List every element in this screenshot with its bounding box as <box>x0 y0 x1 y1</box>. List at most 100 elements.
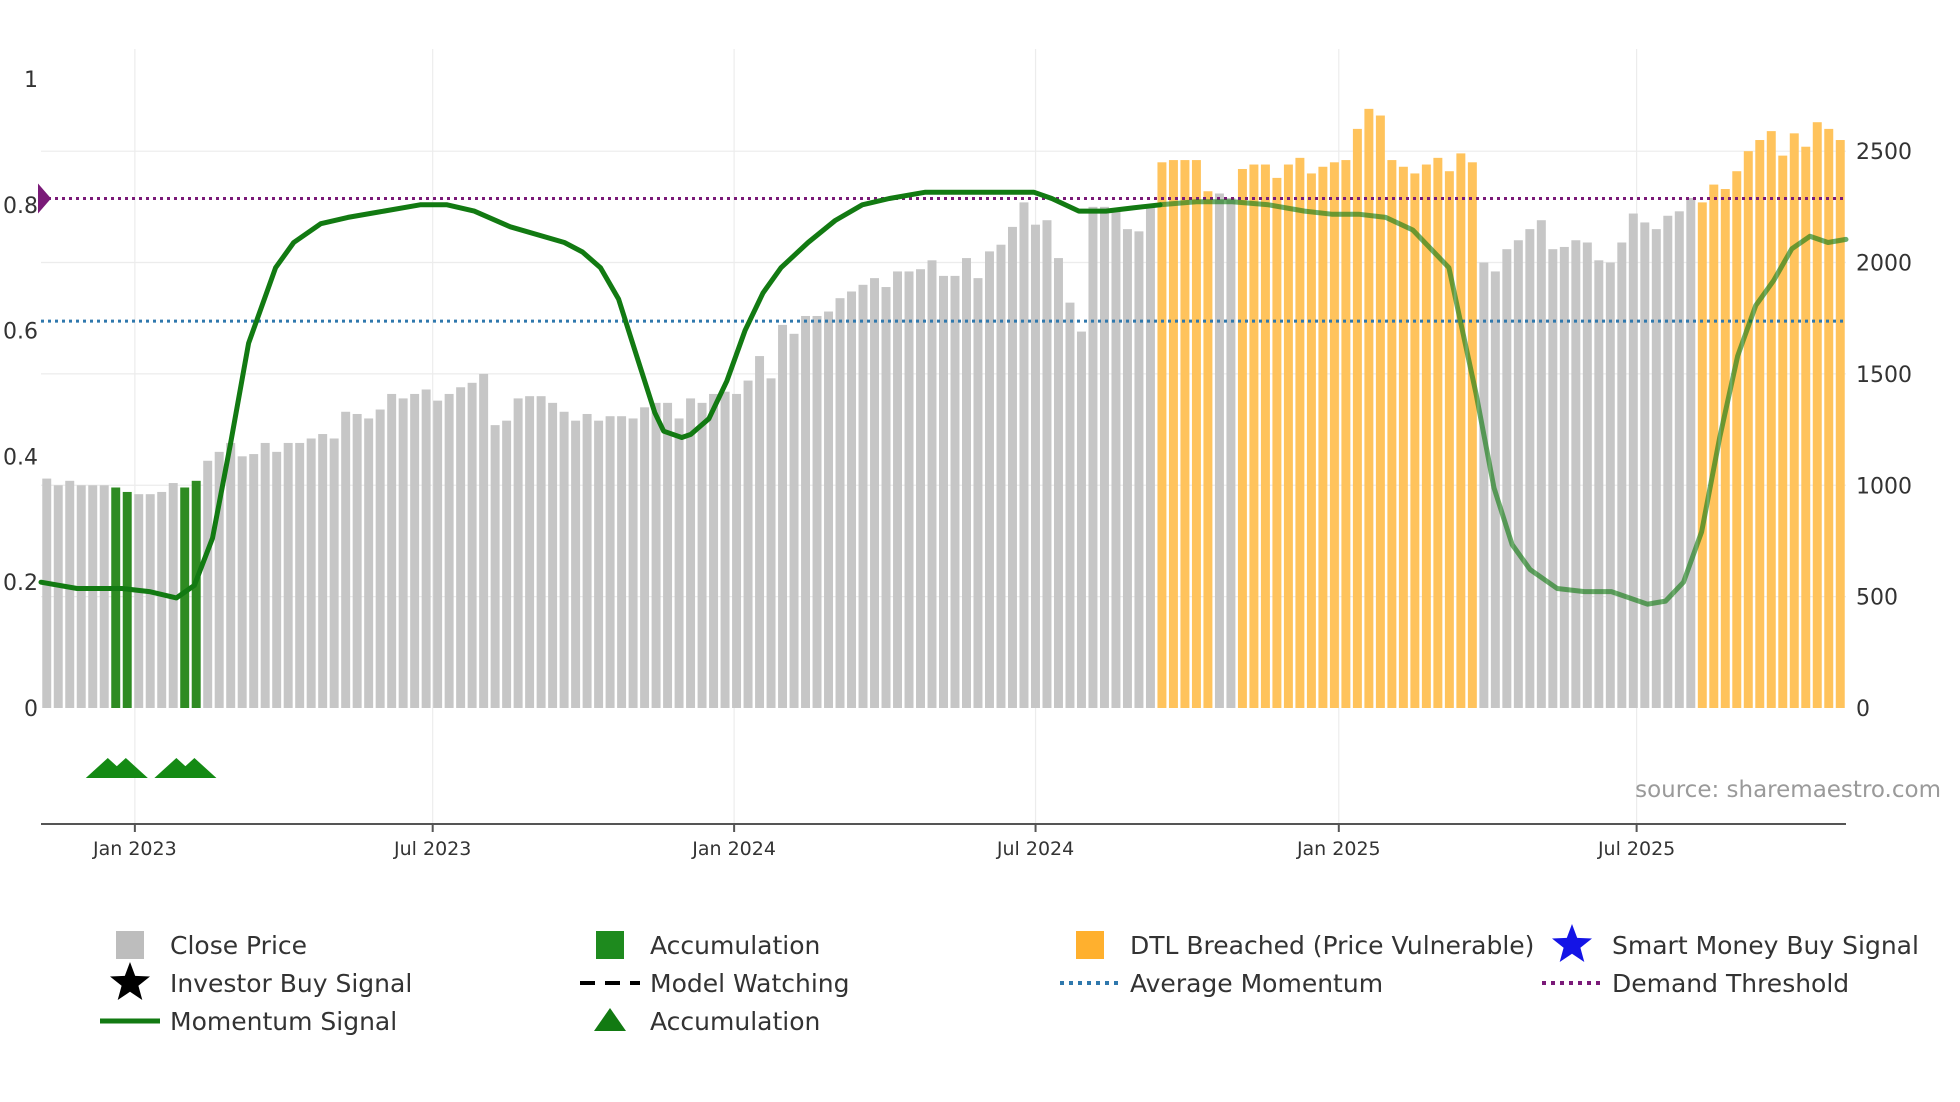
close-price-bar <box>1387 160 1397 708</box>
left-axis-tick-label: 0.2 <box>3 571 38 596</box>
close-price-bar <box>1674 211 1684 708</box>
close-price-bar <box>1651 229 1661 708</box>
close-price-bar <box>617 416 627 708</box>
left-axis-tick-label: 0.8 <box>3 194 38 219</box>
close-price-bar <box>1640 222 1650 709</box>
right-axis-tick-label: 500 <box>1856 586 1898 611</box>
close-price-bar <box>1467 162 1477 708</box>
close-price-bar <box>479 373 489 708</box>
close-price-bar <box>1571 240 1581 708</box>
close-price-bar <box>858 284 868 708</box>
legend-label: Accumulation <box>650 1007 820 1036</box>
close-price-bar <box>594 420 604 708</box>
left-axis-tick-label: 0 <box>24 697 38 722</box>
close-price-bar <box>410 393 420 708</box>
close-price-bar <box>364 418 374 708</box>
close-price-bar <box>1076 331 1086 708</box>
close-price-bar <box>1410 173 1420 708</box>
close-price-bar <box>1341 160 1351 708</box>
legend-label: Close Price <box>170 931 307 960</box>
close-price-bar <box>444 393 454 708</box>
close-price-bar <box>398 398 408 708</box>
close-price-bar <box>720 391 730 708</box>
legend-label: Demand Threshold <box>1612 969 1849 998</box>
close-price-bar <box>640 407 650 708</box>
close-price-bar <box>1686 197 1696 708</box>
momentum-signal-line-muted <box>1157 199 1849 607</box>
close-price-bar <box>490 425 500 708</box>
close-price-bar <box>651 402 661 708</box>
close-price-bar <box>985 251 994 709</box>
x-axis-tick-label: Jan 2025 <box>1296 838 1381 860</box>
close-price-bar <box>1628 213 1638 708</box>
close-price-bar <box>1214 193 1224 709</box>
close-price-bar <box>893 271 902 708</box>
close-price-bar <box>582 413 592 708</box>
close-price-bar <box>1398 166 1408 708</box>
close-price-bar <box>1283 164 1293 709</box>
x-axis-tick-label: Jul 2023 <box>393 838 471 860</box>
close-price-bar <box>421 389 431 708</box>
close-price-bar <box>42 478 52 708</box>
close-price-bar <box>341 411 351 708</box>
close-price-bar <box>1594 260 1604 708</box>
left-axis-tick-label: 0.6 <box>3 320 38 345</box>
close-price-bar <box>65 480 75 708</box>
close-price-bar <box>1157 162 1167 708</box>
close-price-bar <box>1525 229 1535 708</box>
close-price-bar <box>1065 302 1075 708</box>
close-price-bar <box>1099 206 1109 708</box>
close-price-bar <box>548 402 558 708</box>
close-price-bar <box>134 494 144 708</box>
close-price-bar <box>1801 146 1811 708</box>
close-price-bar <box>1720 189 1730 708</box>
close-price-bar <box>1375 115 1385 709</box>
close-price-bar <box>1697 202 1707 708</box>
close-price-bar <box>1352 128 1362 709</box>
close-price-bar <box>927 260 937 708</box>
close-price-bar <box>1766 131 1776 708</box>
close-price-bar <box>1732 171 1742 708</box>
close-price-bar <box>387 393 397 708</box>
close-price-bar <box>1709 184 1719 708</box>
close-price-bar <box>1617 242 1627 708</box>
close-price-bar <box>1479 262 1489 708</box>
legend-label: Average Momentum <box>1130 969 1383 998</box>
close-price-bar <box>1203 191 1213 708</box>
source-label: source: sharemaestro.com <box>1635 777 1941 803</box>
close-price-bar <box>1318 166 1328 708</box>
legend-star-icon <box>110 962 150 1000</box>
legend-label: Smart Money Buy Signal <box>1612 931 1919 960</box>
left-axis-tick-label: 0.4 <box>3 445 38 470</box>
legend-swatch <box>596 931 624 959</box>
close-price-bar <box>1042 220 1052 708</box>
left-axis-tick-label: 1 <box>24 68 38 93</box>
close-price-bar <box>1421 164 1431 709</box>
close-price-bar <box>1019 202 1029 708</box>
close-price-bar <box>1145 206 1155 708</box>
close-price-bar <box>996 244 1006 709</box>
close-price-bar <box>743 380 753 708</box>
close-price-bar <box>214 451 224 708</box>
close-price-bar <box>122 491 132 708</box>
close-price-bar <box>1180 160 1190 708</box>
close-price-bar <box>1582 242 1592 708</box>
close-price-bar <box>686 398 696 708</box>
close-price-bar <box>352 413 362 708</box>
close-price-bar <box>536 396 546 708</box>
legend-swatch <box>1076 931 1104 959</box>
close-price-bar <box>904 271 914 708</box>
close-price-bar <box>1502 249 1512 708</box>
close-price-bar <box>502 420 512 708</box>
close-price-bar <box>1226 197 1236 708</box>
close-price-bar <box>778 324 788 708</box>
close-price-bar <box>962 258 971 708</box>
close-price-bar <box>1548 249 1558 708</box>
close-price-bar <box>306 438 316 708</box>
close-price-bar <box>1743 151 1753 709</box>
close-price-bar <box>1513 240 1523 708</box>
close-price-bar <box>157 491 167 708</box>
close-price-bar <box>318 434 328 708</box>
close-price-bar <box>329 438 339 708</box>
